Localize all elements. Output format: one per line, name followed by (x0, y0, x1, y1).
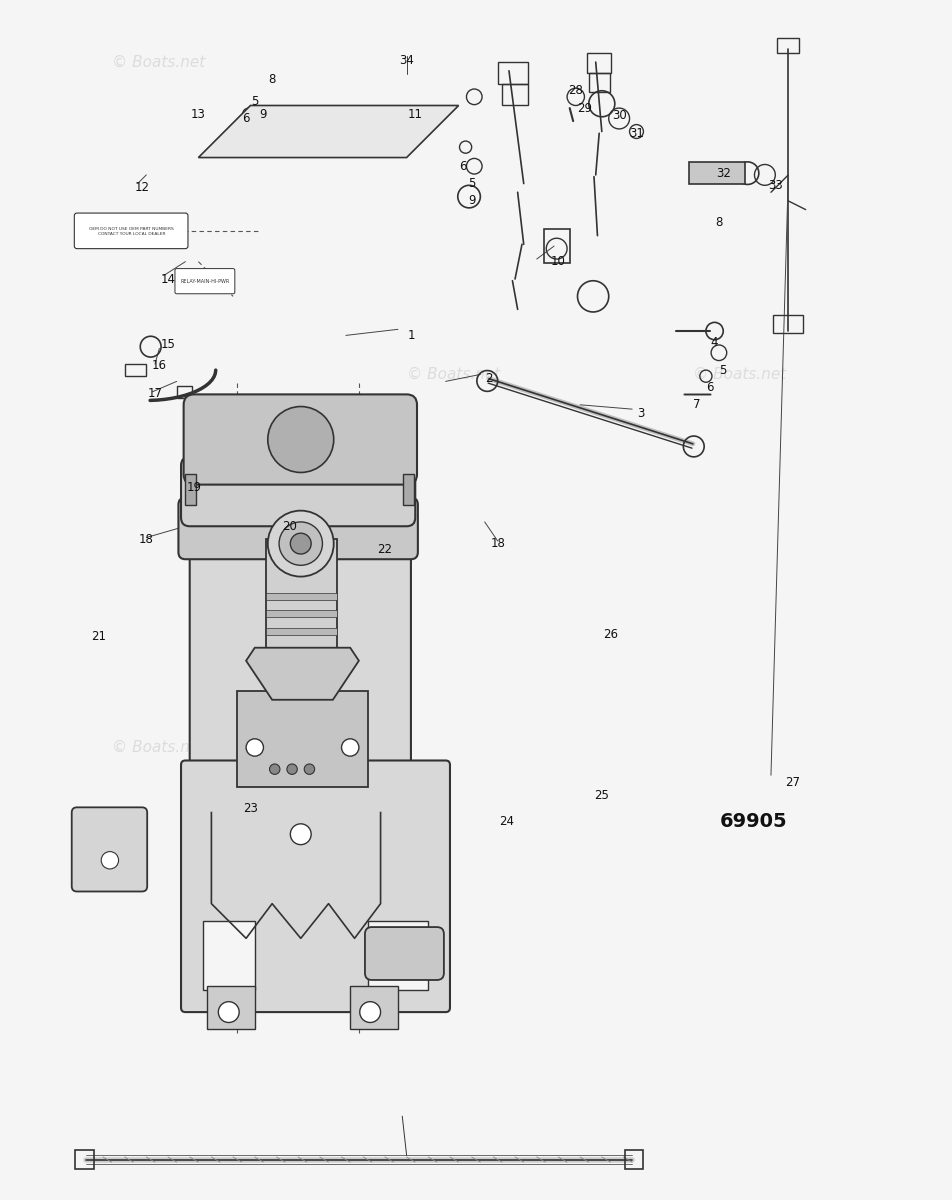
Text: 69905: 69905 (720, 811, 787, 830)
Circle shape (279, 522, 323, 565)
Circle shape (342, 739, 359, 756)
Bar (186, 474, 196, 504)
FancyBboxPatch shape (175, 269, 235, 294)
Text: 19: 19 (187, 481, 202, 493)
Bar (266, 593, 337, 600)
Bar (266, 611, 337, 617)
Bar (498, 62, 528, 84)
Text: 16: 16 (151, 359, 167, 372)
Circle shape (247, 739, 264, 756)
FancyBboxPatch shape (184, 395, 417, 485)
Text: 8: 8 (715, 216, 723, 229)
Text: 3: 3 (637, 407, 645, 420)
Text: © Boats.net: © Boats.net (407, 367, 500, 382)
Text: 12: 12 (134, 181, 149, 194)
Bar (266, 539, 337, 661)
Bar (403, 474, 413, 504)
Polygon shape (247, 648, 359, 700)
Text: 15: 15 (161, 338, 175, 352)
Circle shape (269, 764, 280, 774)
Text: 29: 29 (577, 102, 592, 114)
Bar (125, 364, 147, 376)
FancyBboxPatch shape (181, 761, 450, 1012)
Text: 31: 31 (629, 127, 644, 139)
Text: 30: 30 (612, 109, 626, 122)
Bar (625, 1150, 643, 1169)
Circle shape (218, 1002, 239, 1022)
Text: 18: 18 (139, 533, 154, 546)
Text: 34: 34 (399, 54, 414, 67)
FancyBboxPatch shape (181, 457, 415, 527)
Text: OEM DO NOT USE OEM PART NUMBERS
CONTACT YOUR LOCAL DEALER: OEM DO NOT USE OEM PART NUMBERS CONTACT … (89, 227, 174, 235)
Bar (544, 229, 569, 263)
Text: 5: 5 (468, 178, 475, 190)
Bar (75, 1150, 94, 1169)
Bar (266, 628, 337, 635)
Bar (777, 38, 799, 54)
FancyBboxPatch shape (189, 535, 411, 786)
Bar (207, 986, 255, 1030)
Text: © Boats.net: © Boats.net (111, 740, 205, 755)
Text: 21: 21 (91, 630, 106, 643)
Circle shape (268, 511, 334, 576)
Text: 27: 27 (785, 775, 801, 788)
Text: 5: 5 (251, 95, 258, 108)
Bar (237, 691, 367, 786)
Text: 32: 32 (716, 167, 731, 180)
FancyBboxPatch shape (365, 928, 444, 980)
Bar (203, 920, 255, 990)
Text: 1: 1 (407, 329, 415, 342)
Circle shape (360, 1002, 381, 1022)
FancyBboxPatch shape (74, 214, 188, 248)
Polygon shape (198, 106, 459, 157)
Circle shape (101, 852, 119, 869)
Text: 8: 8 (268, 73, 276, 86)
Text: 9: 9 (468, 194, 475, 208)
Text: 4: 4 (711, 336, 719, 349)
Text: 23: 23 (243, 802, 258, 815)
Circle shape (268, 407, 334, 473)
Text: 5: 5 (720, 364, 727, 377)
Text: © Boats.net: © Boats.net (693, 367, 786, 382)
Text: 28: 28 (568, 84, 584, 97)
Bar (688, 162, 745, 184)
Text: 7: 7 (693, 398, 701, 412)
Text: 17: 17 (148, 388, 163, 400)
FancyBboxPatch shape (71, 808, 148, 892)
Text: 6: 6 (243, 112, 249, 125)
Circle shape (290, 824, 311, 845)
Text: 2: 2 (486, 372, 493, 385)
Circle shape (290, 533, 311, 554)
Bar (367, 920, 428, 990)
Bar (502, 84, 528, 106)
Text: RELAY-MAIN-HI-PWR: RELAY-MAIN-HI-PWR (181, 280, 230, 284)
Text: 18: 18 (490, 538, 506, 550)
Text: 6: 6 (459, 160, 466, 173)
Bar (773, 316, 803, 332)
Text: 33: 33 (768, 179, 783, 192)
Bar (588, 73, 610, 92)
Bar (350, 986, 398, 1030)
Text: 10: 10 (551, 256, 565, 268)
Text: 26: 26 (603, 629, 618, 641)
Text: 6: 6 (706, 380, 714, 394)
Circle shape (287, 764, 297, 774)
Text: 13: 13 (191, 108, 206, 121)
Bar (587, 54, 611, 72)
Bar (177, 385, 192, 398)
Text: © Boats.net: © Boats.net (111, 55, 205, 70)
Text: 24: 24 (499, 815, 514, 828)
Circle shape (305, 764, 314, 774)
Text: 22: 22 (377, 544, 392, 556)
Text: 25: 25 (594, 788, 609, 802)
Text: 11: 11 (407, 108, 423, 121)
Text: 14: 14 (161, 272, 175, 286)
FancyBboxPatch shape (178, 498, 418, 559)
Text: 20: 20 (282, 520, 297, 533)
Text: 9: 9 (260, 108, 268, 121)
